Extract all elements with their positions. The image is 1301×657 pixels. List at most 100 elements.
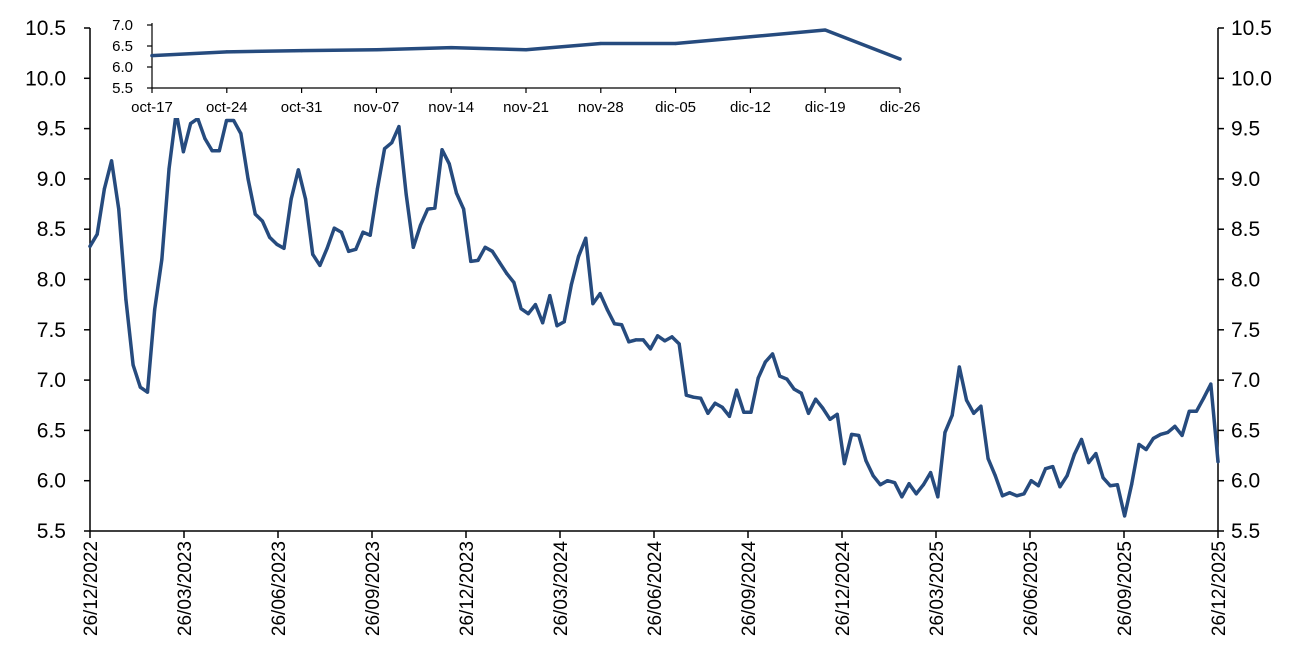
main-data-point	[569, 282, 573, 287]
main-data-point	[677, 342, 681, 346]
main-data-point	[1108, 484, 1112, 488]
main-data-point	[246, 177, 250, 181]
inset-data-point	[674, 41, 678, 46]
main-data-point	[806, 411, 811, 415]
main-data-point	[598, 291, 602, 296]
main-data-point	[548, 294, 552, 298]
y-tick-label-left: 6.0	[37, 470, 66, 493]
main-data-point	[1158, 432, 1163, 437]
inset-data-point	[449, 46, 453, 50]
main-data-point	[347, 249, 351, 253]
main-data-point	[1051, 465, 1055, 469]
main-data-point	[368, 233, 372, 237]
main-data-point	[605, 308, 609, 312]
main-data-point	[648, 347, 653, 351]
main-data-point	[203, 137, 207, 141]
y-tick-label-left: 5.5	[37, 520, 66, 543]
main-data-point	[447, 162, 451, 166]
main-data-point	[893, 481, 897, 485]
main-data-point	[1000, 494, 1005, 498]
x-tick-label: 26/12/2022	[81, 541, 102, 636]
main-data-point	[1166, 430, 1170, 435]
main-data-point	[260, 219, 265, 223]
main-data-point	[986, 456, 990, 461]
main-data-point	[124, 298, 128, 302]
inset-x-tick-label: oct-24	[206, 99, 248, 116]
inset-x-tick-label: dic-26	[880, 99, 921, 116]
main-data-point	[756, 376, 760, 380]
y-tick-label-right: 9.0	[1231, 168, 1260, 191]
main-data-point	[684, 393, 688, 397]
main-data-point	[519, 307, 523, 311]
main-data-point	[505, 271, 509, 276]
main-data-point	[332, 226, 336, 230]
main-data-point	[655, 334, 660, 338]
y-tick-label-left: 10.0	[25, 67, 66, 90]
inset-x-tick-label: dic-12	[730, 99, 771, 116]
main-data-point	[979, 404, 983, 408]
x-tick-label: 26/03/2024	[551, 541, 572, 637]
main-data-point	[433, 206, 437, 210]
main-data-point	[483, 245, 487, 249]
inset-y-tick-label: 6.0	[112, 59, 133, 76]
main-data-point	[792, 387, 796, 391]
x-tick-label: 26/09/2024	[739, 541, 760, 637]
main-data-point	[591, 302, 595, 306]
main-data-point	[885, 479, 890, 483]
main-data-point	[921, 483, 926, 487]
main-data-point	[109, 159, 114, 163]
main-data-point	[842, 462, 846, 466]
main-data-point	[878, 483, 882, 487]
main-data-point	[160, 257, 164, 261]
main-data-point	[253, 212, 257, 216]
main-data-point	[440, 148, 444, 152]
main-data-point	[735, 388, 739, 392]
main-data-point	[691, 395, 696, 399]
main-data-point	[339, 230, 344, 234]
main-data-point	[957, 365, 961, 369]
inset-data-point	[300, 49, 304, 53]
main-data-point	[1144, 447, 1148, 452]
y-tick-label-left: 8.5	[37, 218, 66, 241]
main-data-point	[713, 401, 717, 405]
y-tick-label-left: 7.5	[37, 319, 66, 342]
main-data-point	[325, 246, 329, 250]
main-data-point	[1209, 382, 1213, 386]
main-data-point	[993, 474, 997, 478]
main-data-point	[239, 132, 243, 136]
main-data-point	[1087, 460, 1091, 465]
main-data-point	[153, 308, 157, 312]
main-data-point	[497, 260, 502, 264]
inset-data-point	[599, 41, 603, 46]
inset-data-point	[150, 54, 154, 58]
inset-y-tick-label: 5.5	[112, 80, 133, 97]
main-data-point	[1094, 451, 1098, 456]
main-data-point	[763, 360, 767, 364]
main-data-point	[1008, 491, 1012, 495]
y-tick-label-right: 7.0	[1231, 369, 1260, 392]
main-data-point	[1123, 514, 1127, 518]
main-data-point	[1115, 483, 1120, 487]
main-data-point	[411, 245, 415, 249]
main-data-point	[785, 377, 789, 381]
main-data-point	[232, 118, 236, 123]
main-data-point	[167, 167, 171, 171]
x-tick-label: 26/09/2023	[363, 541, 384, 636]
y-tick-label-right: 6.0	[1231, 470, 1260, 493]
main-data-point	[900, 495, 904, 499]
main-data-point	[318, 263, 322, 268]
main-data-point	[268, 235, 272, 239]
main-data-point	[404, 192, 408, 196]
main-data-point	[627, 340, 631, 344]
main-data-point	[929, 471, 933, 475]
inset-y-tick-label: 7.0	[112, 17, 133, 34]
main-data-point	[1151, 436, 1155, 441]
main-data-point	[224, 118, 229, 123]
main-data-point	[699, 396, 703, 400]
main-data-point	[720, 405, 724, 409]
main-data-point	[426, 207, 430, 211]
x-tick-label: 26/06/2025	[1021, 541, 1042, 636]
main-data-point	[390, 141, 394, 145]
main-data-point	[950, 413, 954, 417]
main-data-point	[145, 390, 150, 394]
